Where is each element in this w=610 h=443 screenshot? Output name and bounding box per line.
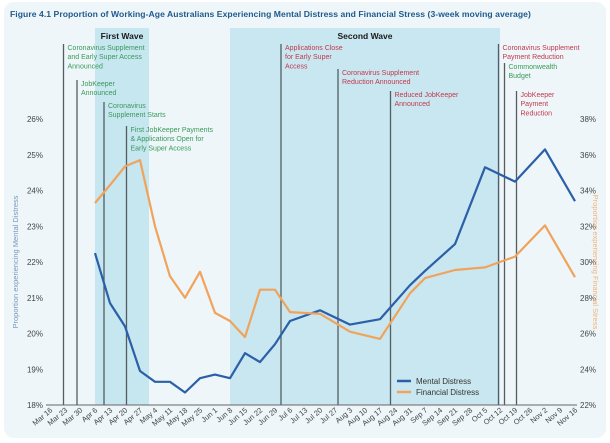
event-label: First JobKeeper Payments [131,127,214,134]
event-label: JobKeeper [81,81,116,88]
event-label: and Early Super Access [68,54,143,61]
y-tick-left: 21% [27,294,43,303]
y-tick-right: 36% [580,151,596,160]
event-label: Coronavirus Supplement [342,70,419,77]
event-label: Payment Reduction [503,54,564,61]
event-label: Reduction Announced [342,79,411,86]
event-label: Coronavirus Supplement [68,45,145,52]
y-tick-right: 24% [580,365,596,374]
y-axis-title-left: Proportion experiencing Mental Distress [11,195,20,328]
event-label: Commonwealth [509,64,558,71]
event-label: JobKeeper [521,92,556,99]
y-tick-right: 38% [580,115,596,124]
event-label: Announced [395,101,431,108]
event-label: Supplement Starts [108,112,166,119]
event-label: Budget [509,73,531,80]
y-tick-left: 19% [27,365,43,374]
y-tick-right: 26% [580,330,596,339]
event-label: Coronavirus [108,103,146,110]
y-axis-title-right: Proportion experiencing Financial Stress [591,195,600,330]
y-tick-right: 28% [580,294,596,303]
event-label: Coronavirus Supplement [503,45,580,52]
event-label: Announced [81,90,117,97]
legend-label: Financial Distress [416,388,479,397]
event-label: Announced [68,63,104,70]
chart-title: Figure 4.1 Proportion of Working-Age Aus… [10,9,531,19]
y-tick-left: 22% [27,258,43,267]
y-tick-left: 20% [27,330,43,339]
series-line-mental-distress [93,148,576,394]
series-line-financial-distress [94,159,576,340]
y-tick-right: 22% [580,401,596,410]
event-label: Applications Close [285,45,343,52]
y-tick-left: 23% [27,222,43,231]
event-label: Early Super Access [131,145,192,152]
y-tick-right: 32% [580,222,596,231]
wave-band [230,28,500,405]
y-tick-left: 25% [27,151,43,160]
event-label: & Applications Open for [131,136,205,143]
event-label: for Early Super [285,54,332,61]
event-label: Payment [521,101,549,108]
wave-band-label: First Wave [101,31,144,41]
event-label: Reduced JobKeeper [395,92,459,99]
y-tick-left: 18% [27,401,43,410]
wave-band-label: Second Wave [338,31,393,41]
y-tick-left: 24% [27,187,43,196]
y-tick-right: 34% [580,187,596,196]
event-label: Reduction [521,110,553,117]
y-tick-right: 30% [580,258,596,267]
y-tick-left: 26% [27,115,43,124]
legend-label: Mental Distress [416,377,471,386]
event-label: Access [285,63,308,70]
